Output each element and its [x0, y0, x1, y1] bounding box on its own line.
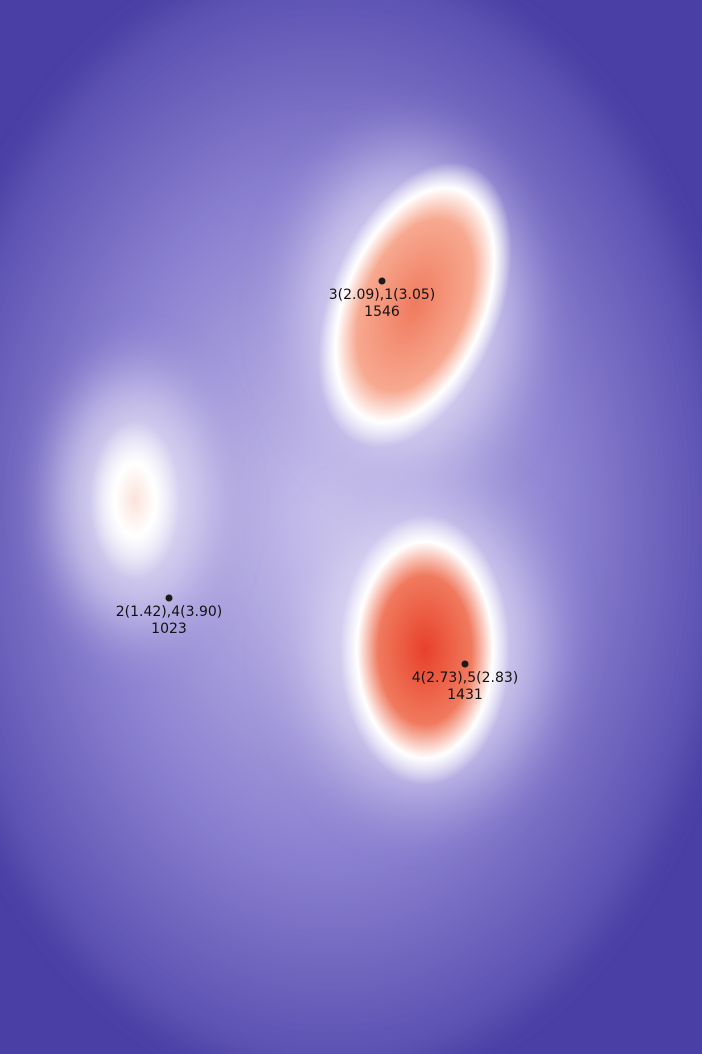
- peak-3-label: 4(2.73),5(2.83): [412, 670, 518, 686]
- peak-1: 3(2.09),1(3.05)1546: [329, 277, 435, 320]
- peak-1-label: 3(2.09),1(3.05): [329, 287, 435, 303]
- peak-2: 2(1.42),4(3.90)1023: [116, 594, 222, 637]
- peak-3-dot: [461, 660, 469, 668]
- peak-2-value: 1023: [151, 621, 187, 637]
- peak-3: 4(2.73),5(2.83)1431: [412, 660, 518, 703]
- hotspot-left: [90, 420, 180, 580]
- peak-1-value: 1546: [364, 304, 400, 320]
- hotspot-upper: [318, 162, 512, 448]
- hotspot-lower: [340, 515, 510, 785]
- peak-markers: 3(2.09),1(3.05)1546 2(1.42),4(3.90)1023 4(…: [116, 277, 518, 703]
- peak-2-label: 2(1.42),4(3.90): [116, 604, 222, 620]
- peak-3-value: 1431: [447, 687, 483, 703]
- peak-1-dot: [378, 277, 386, 285]
- peak-2-dot: [165, 594, 173, 602]
